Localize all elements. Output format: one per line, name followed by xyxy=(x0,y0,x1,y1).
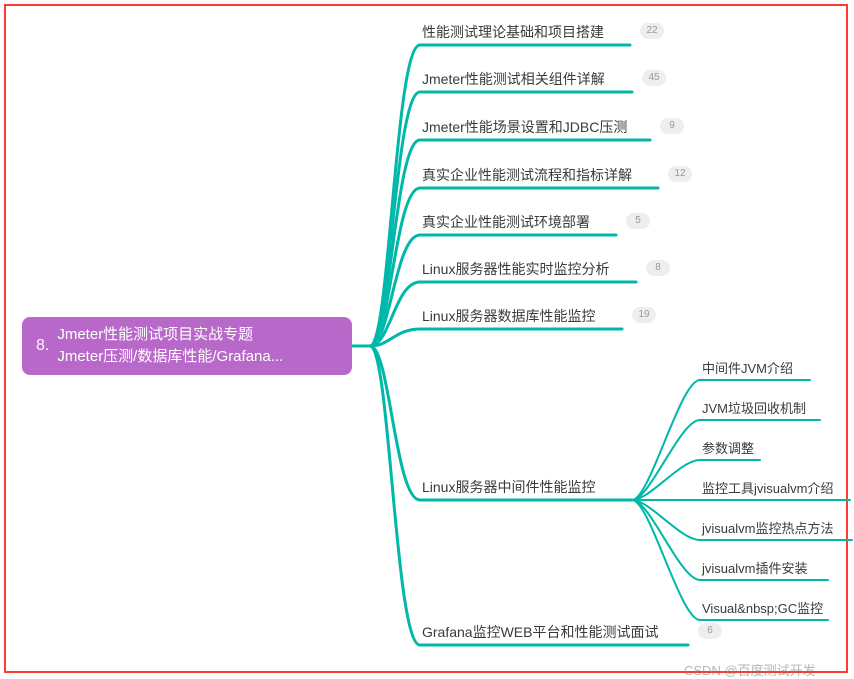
count-badge: 19 xyxy=(632,307,656,323)
sub-branch-label[interactable]: jvisualvm监控热点方法 xyxy=(702,522,833,535)
count-badge: 12 xyxy=(668,166,692,182)
count-badge: 5 xyxy=(626,213,650,229)
root-text: Jmeter性能测试项目实战专题Jmeter压测/数据库性能/Grafana..… xyxy=(57,324,283,368)
count-badge: 9 xyxy=(660,118,684,134)
branch-label[interactable]: 真实企业性能测试环境部署 xyxy=(422,215,590,229)
sub-branch-label[interactable]: 参数调整 xyxy=(702,442,754,455)
count-badge: 8 xyxy=(646,260,670,276)
sub-branch-label[interactable]: JVM垃圾回收机制 xyxy=(702,402,806,415)
branch-label[interactable]: Linux服务器数据库性能监控 xyxy=(422,309,595,323)
count-badge: 45 xyxy=(642,70,666,86)
watermark: CSDN @百度测试开发 xyxy=(684,660,816,679)
count-badge: 22 xyxy=(640,23,664,39)
branch-label[interactable]: 性能测试理论基础和项目搭建 xyxy=(422,25,604,39)
count-badge: 6 xyxy=(698,623,722,639)
branch-label[interactable]: Grafana监控WEB平台和性能测试面试 xyxy=(422,625,658,639)
branch-label[interactable]: Jmeter性能场景设置和JDBC压测 xyxy=(422,120,627,134)
root-index: 8. xyxy=(36,334,49,357)
sub-branch-label[interactable]: 监控工具jvisualvm介绍 xyxy=(702,482,833,495)
branch-label[interactable]: Jmeter性能测试相关组件详解 xyxy=(422,72,605,86)
branch-label[interactable]: Linux服务器性能实时监控分析 xyxy=(422,262,609,276)
sub-branch-label[interactable]: 中间件JVM介绍 xyxy=(702,362,793,375)
root-node[interactable]: 8. Jmeter性能测试项目实战专题Jmeter压测/数据库性能/Grafan… xyxy=(22,317,352,375)
branch-label[interactable]: Linux服务器中间件性能监控 xyxy=(422,480,595,494)
sub-branch-label[interactable]: jvisualvm插件安装 xyxy=(702,562,807,575)
mindmap-canvas: 8. Jmeter性能测试项目实战专题Jmeter压测/数据库性能/Grafan… xyxy=(0,0,854,679)
sub-branch-label[interactable]: Visual&nbsp;GC监控 xyxy=(702,602,823,615)
branch-label[interactable]: 真实企业性能测试流程和指标详解 xyxy=(422,168,632,182)
